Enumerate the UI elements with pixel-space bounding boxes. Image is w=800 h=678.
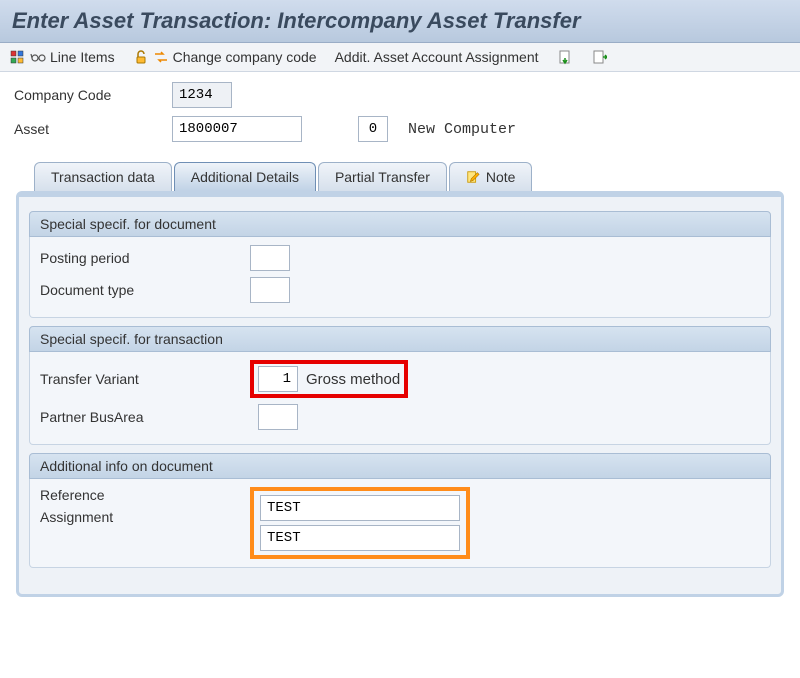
company-code-row: Company Code: [14, 82, 786, 108]
addit-assign-label: Addit. Asset Account Assignment: [335, 49, 539, 65]
additional-info-highlight: [250, 487, 470, 559]
form-area: Company Code Asset New Computer Transact…: [0, 72, 800, 607]
export-icon: [591, 49, 607, 65]
document-type-label: Document type: [40, 282, 250, 298]
asset-row: Asset New Computer: [14, 116, 786, 142]
asset-sub-field[interactable]: [358, 116, 388, 142]
partner-busarea-field[interactable]: [258, 404, 298, 430]
transfer-variant-label: Transfer Variant: [40, 371, 250, 387]
document-type-field[interactable]: [250, 277, 290, 303]
company-code-field[interactable]: [172, 82, 232, 108]
change-company-button[interactable]: Change company code: [133, 49, 317, 65]
group-title: Additional info on document: [29, 453, 771, 479]
tab-label: Additional Details: [191, 169, 299, 185]
page-title: Enter Asset Transaction: Intercompany As…: [12, 8, 788, 34]
reference-row: Reference: [40, 487, 250, 503]
asset-label: Asset: [14, 121, 164, 137]
group-special-document: Special specif. for document Posting per…: [29, 211, 771, 318]
page-header: Enter Asset Transaction: Intercompany As…: [0, 0, 800, 43]
assignment-row: Assignment: [40, 509, 250, 525]
company-code-label: Company Code: [14, 87, 164, 103]
tab-partial-transfer[interactable]: Partial Transfer: [318, 162, 447, 191]
export-button[interactable]: [591, 49, 607, 65]
line-items-label: Line Items: [50, 49, 115, 65]
group-additional-info: Additional info on document Reference As…: [29, 453, 771, 568]
addit-assign-button[interactable]: Addit. Asset Account Assignment: [335, 49, 539, 65]
tab-additional-details[interactable]: Additional Details: [174, 162, 316, 191]
tab-transaction-data[interactable]: Transaction data: [34, 162, 172, 191]
transfer-variant-field[interactable]: [258, 366, 298, 392]
assignment-field[interactable]: [260, 525, 460, 551]
asset-description: New Computer: [408, 121, 516, 138]
change-company-label: Change company code: [173, 49, 317, 65]
document-type-row: Document type: [40, 277, 760, 303]
partner-busarea-row: Partner BusArea: [40, 404, 760, 430]
glasses-icon: [30, 49, 46, 65]
line-items-button[interactable]: Line Items: [10, 49, 115, 65]
tab-pane: Special specif. for document Posting per…: [16, 191, 784, 597]
switch-icon: [153, 49, 169, 65]
reference-label: Reference: [40, 487, 250, 503]
tab-label: Note: [486, 169, 516, 185]
import-button[interactable]: [557, 49, 573, 65]
tab-label: Transaction data: [51, 169, 155, 185]
partner-busarea-label: Partner BusArea: [40, 409, 250, 425]
tab-note[interactable]: Note: [449, 162, 533, 191]
line-items-icon: [10, 49, 26, 65]
lock-icon: [133, 49, 149, 65]
tab-strip: Transaction data Additional Details Part…: [14, 162, 786, 191]
transfer-variant-desc: Gross method: [306, 371, 400, 388]
group-title: Special specif. for transaction: [29, 326, 771, 352]
reference-field[interactable]: [260, 495, 460, 521]
transfer-variant-row: Transfer Variant Gross method: [40, 360, 760, 398]
toolbar: Line Items Change company code Addit. As…: [0, 43, 800, 72]
posting-period-field[interactable]: [250, 245, 290, 271]
posting-period-row: Posting period: [40, 245, 760, 271]
asset-field[interactable]: [172, 116, 302, 142]
group-title: Special specif. for document: [29, 211, 771, 237]
assignment-label: Assignment: [40, 509, 250, 525]
group-special-transaction: Special specif. for transaction Transfer…: [29, 326, 771, 445]
import-icon: [557, 49, 573, 65]
posting-period-label: Posting period: [40, 250, 250, 266]
transfer-variant-highlight: Gross method: [250, 360, 408, 398]
tab-label: Partial Transfer: [335, 169, 430, 185]
note-icon: [466, 170, 480, 184]
